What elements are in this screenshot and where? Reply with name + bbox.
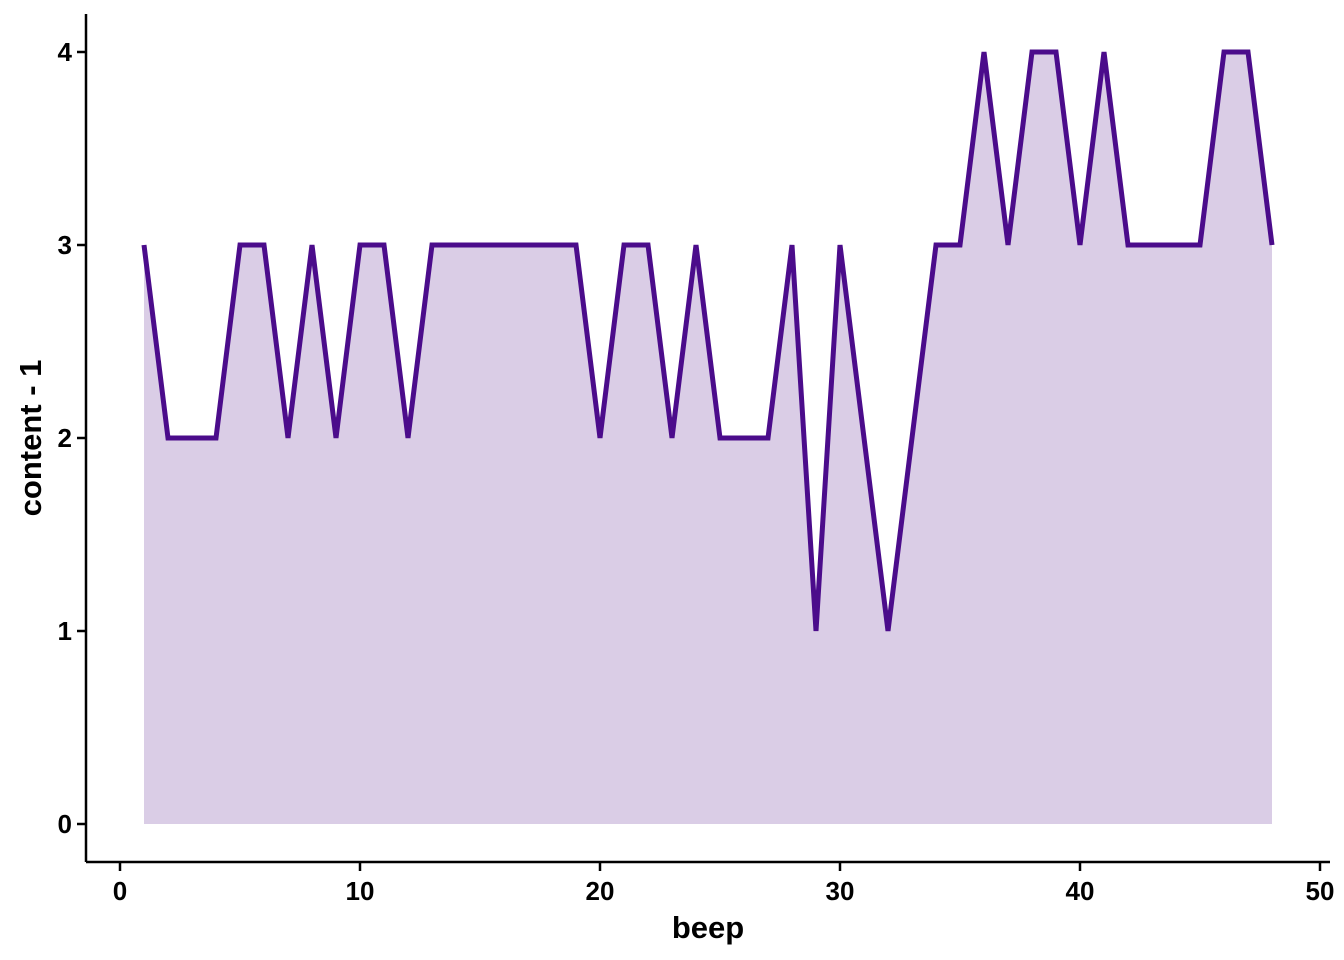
y-tick-label: 2 [58, 423, 72, 453]
y-tick-label: 1 [58, 616, 72, 646]
y-tick-label: 0 [58, 809, 72, 839]
y-tick-label: 4 [58, 37, 73, 67]
x-axis-ticks: 0 10 20 30 40 50 [113, 862, 1335, 906]
x-tick-label: 10 [346, 876, 375, 906]
x-tick-label: 40 [1066, 876, 1095, 906]
x-tick-label: 0 [113, 876, 127, 906]
plot-area [141, 49, 1275, 824]
x-tick-label: 30 [826, 876, 855, 906]
x-tick-label: 50 [1306, 876, 1335, 906]
y-tick-label: 3 [58, 230, 72, 260]
y-axis-title: content - 1 [13, 360, 48, 517]
series-line [141, 49, 1275, 632]
y-axis-ticks: 0 1 2 3 4 [58, 37, 86, 839]
x-tick-label: 20 [586, 876, 615, 906]
x-axis-title: beep [672, 910, 744, 945]
area-fill [144, 52, 1272, 824]
